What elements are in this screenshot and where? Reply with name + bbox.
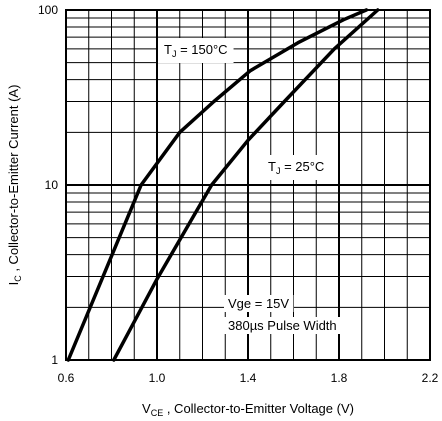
series-line-0 <box>66 8 369 362</box>
x-axis-title: VCE , Collector-to-Emitter Voltage (V) <box>142 401 354 418</box>
annotation-pulse-width: 380µs Pulse Width <box>228 318 337 333</box>
x-tick-labels: 0.6 1.0 1.4 1.8 2.2 <box>58 371 439 385</box>
label-background <box>224 317 341 334</box>
x-tick-label: 1.4 <box>240 371 257 385</box>
label-background <box>262 155 331 180</box>
x-tick-label: 0.6 <box>58 371 75 385</box>
series-line-1 <box>112 8 380 362</box>
y-axis-title: IC , Collector-to-Emitter Current (A) <box>6 85 23 286</box>
series-layer <box>66 8 380 362</box>
y-tick-labels: 1 10 100 <box>38 3 58 367</box>
y-tick-label: 10 <box>45 178 59 192</box>
label-backgrounds <box>158 38 341 334</box>
series-label-25c: TJ = 25°C <box>268 159 324 176</box>
annotation-vge: Vge = 15V <box>228 296 289 311</box>
x-tick-label: 2.2 <box>422 371 439 385</box>
grid <box>66 10 430 360</box>
label-background <box>224 295 294 312</box>
y-tick-label: 1 <box>51 353 58 367</box>
plot-frame <box>65 9 431 361</box>
y-tick-label: 100 <box>38 3 58 17</box>
series-label-150c: TJ = 150°C <box>164 42 228 59</box>
x-tick-label: 1.8 <box>331 371 348 385</box>
x-tick-label: 1.0 <box>149 371 166 385</box>
label-background <box>158 38 234 63</box>
